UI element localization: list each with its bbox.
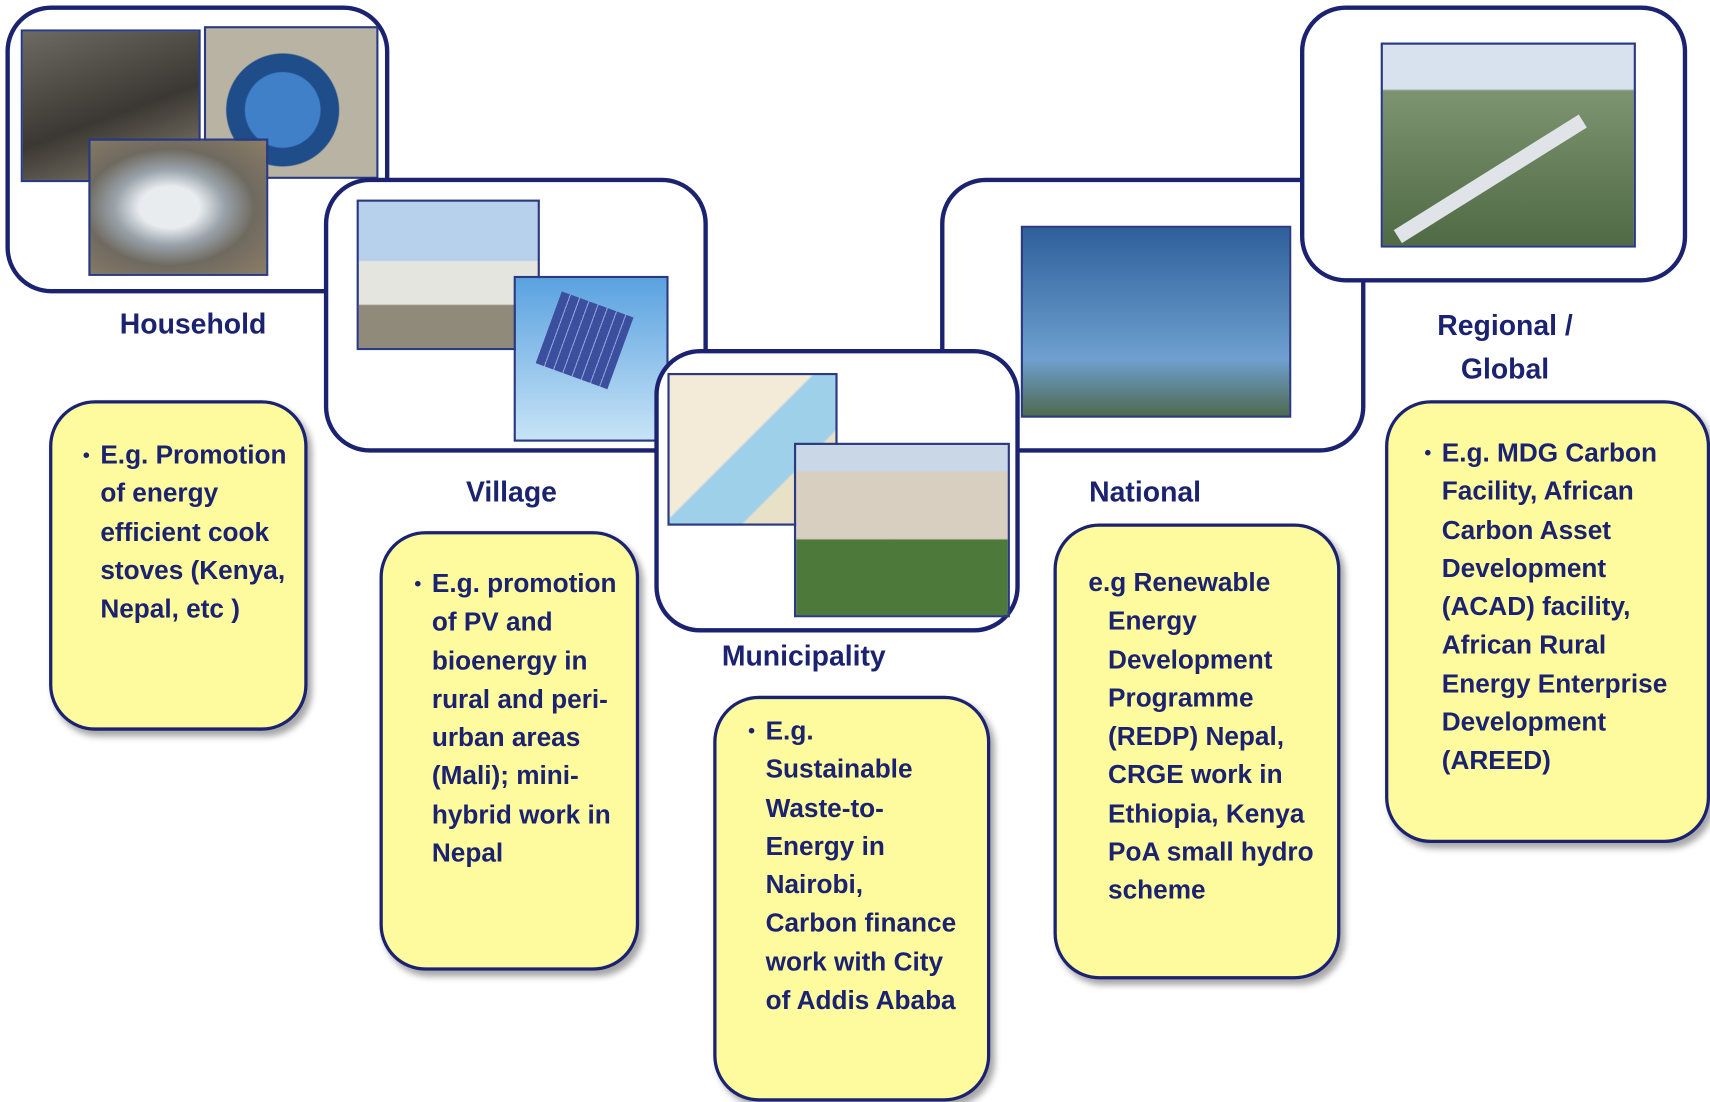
level-label: Municipality bbox=[673, 634, 935, 678]
description-box: E.g. MDG Carbon Facility, African Carbon… bbox=[1385, 400, 1710, 843]
page: Household Village Municipality National … bbox=[0, 0, 1710, 1099]
description-box: E.g. Promotion of energy efficient cook … bbox=[49, 400, 307, 730]
photo-frame bbox=[324, 178, 708, 453]
solar-panel bbox=[536, 291, 634, 389]
photo bbox=[357, 200, 540, 351]
level-label: Regional / Global bbox=[1418, 303, 1592, 390]
level-label: Village bbox=[402, 470, 620, 514]
photo bbox=[1381, 43, 1636, 248]
description: E.g. Sustainable Waste-to-Energy in Nair… bbox=[766, 712, 957, 1020]
level-label: Household bbox=[84, 302, 302, 346]
description-box: E.g. promotion of PV and bioenergy in ru… bbox=[380, 531, 640, 971]
photo bbox=[1021, 226, 1291, 418]
description-box: e.g Renewable Energy Development Program… bbox=[1054, 523, 1341, 979]
photo bbox=[88, 139, 268, 276]
level-label: National bbox=[1036, 470, 1254, 514]
diagram: Household Village Municipality National … bbox=[0, 0, 1710, 1099]
description: E.g. Promotion of energy efficient cook … bbox=[100, 436, 296, 628]
photo-frame bbox=[1300, 5, 1687, 282]
description: E.g. MDG Carbon Facility, African Carbon… bbox=[1442, 434, 1693, 780]
pipeline bbox=[1394, 115, 1587, 244]
description: E.g. promotion of PV and bioenergy in ru… bbox=[432, 565, 623, 873]
photo-frame bbox=[654, 349, 1019, 633]
description-box: E.g. Sustainable Waste-to-Energy in Nair… bbox=[713, 696, 990, 1102]
photo bbox=[794, 443, 1010, 617]
photo bbox=[514, 276, 669, 442]
description: e.g Renewable Energy Development Program… bbox=[1088, 564, 1326, 910]
